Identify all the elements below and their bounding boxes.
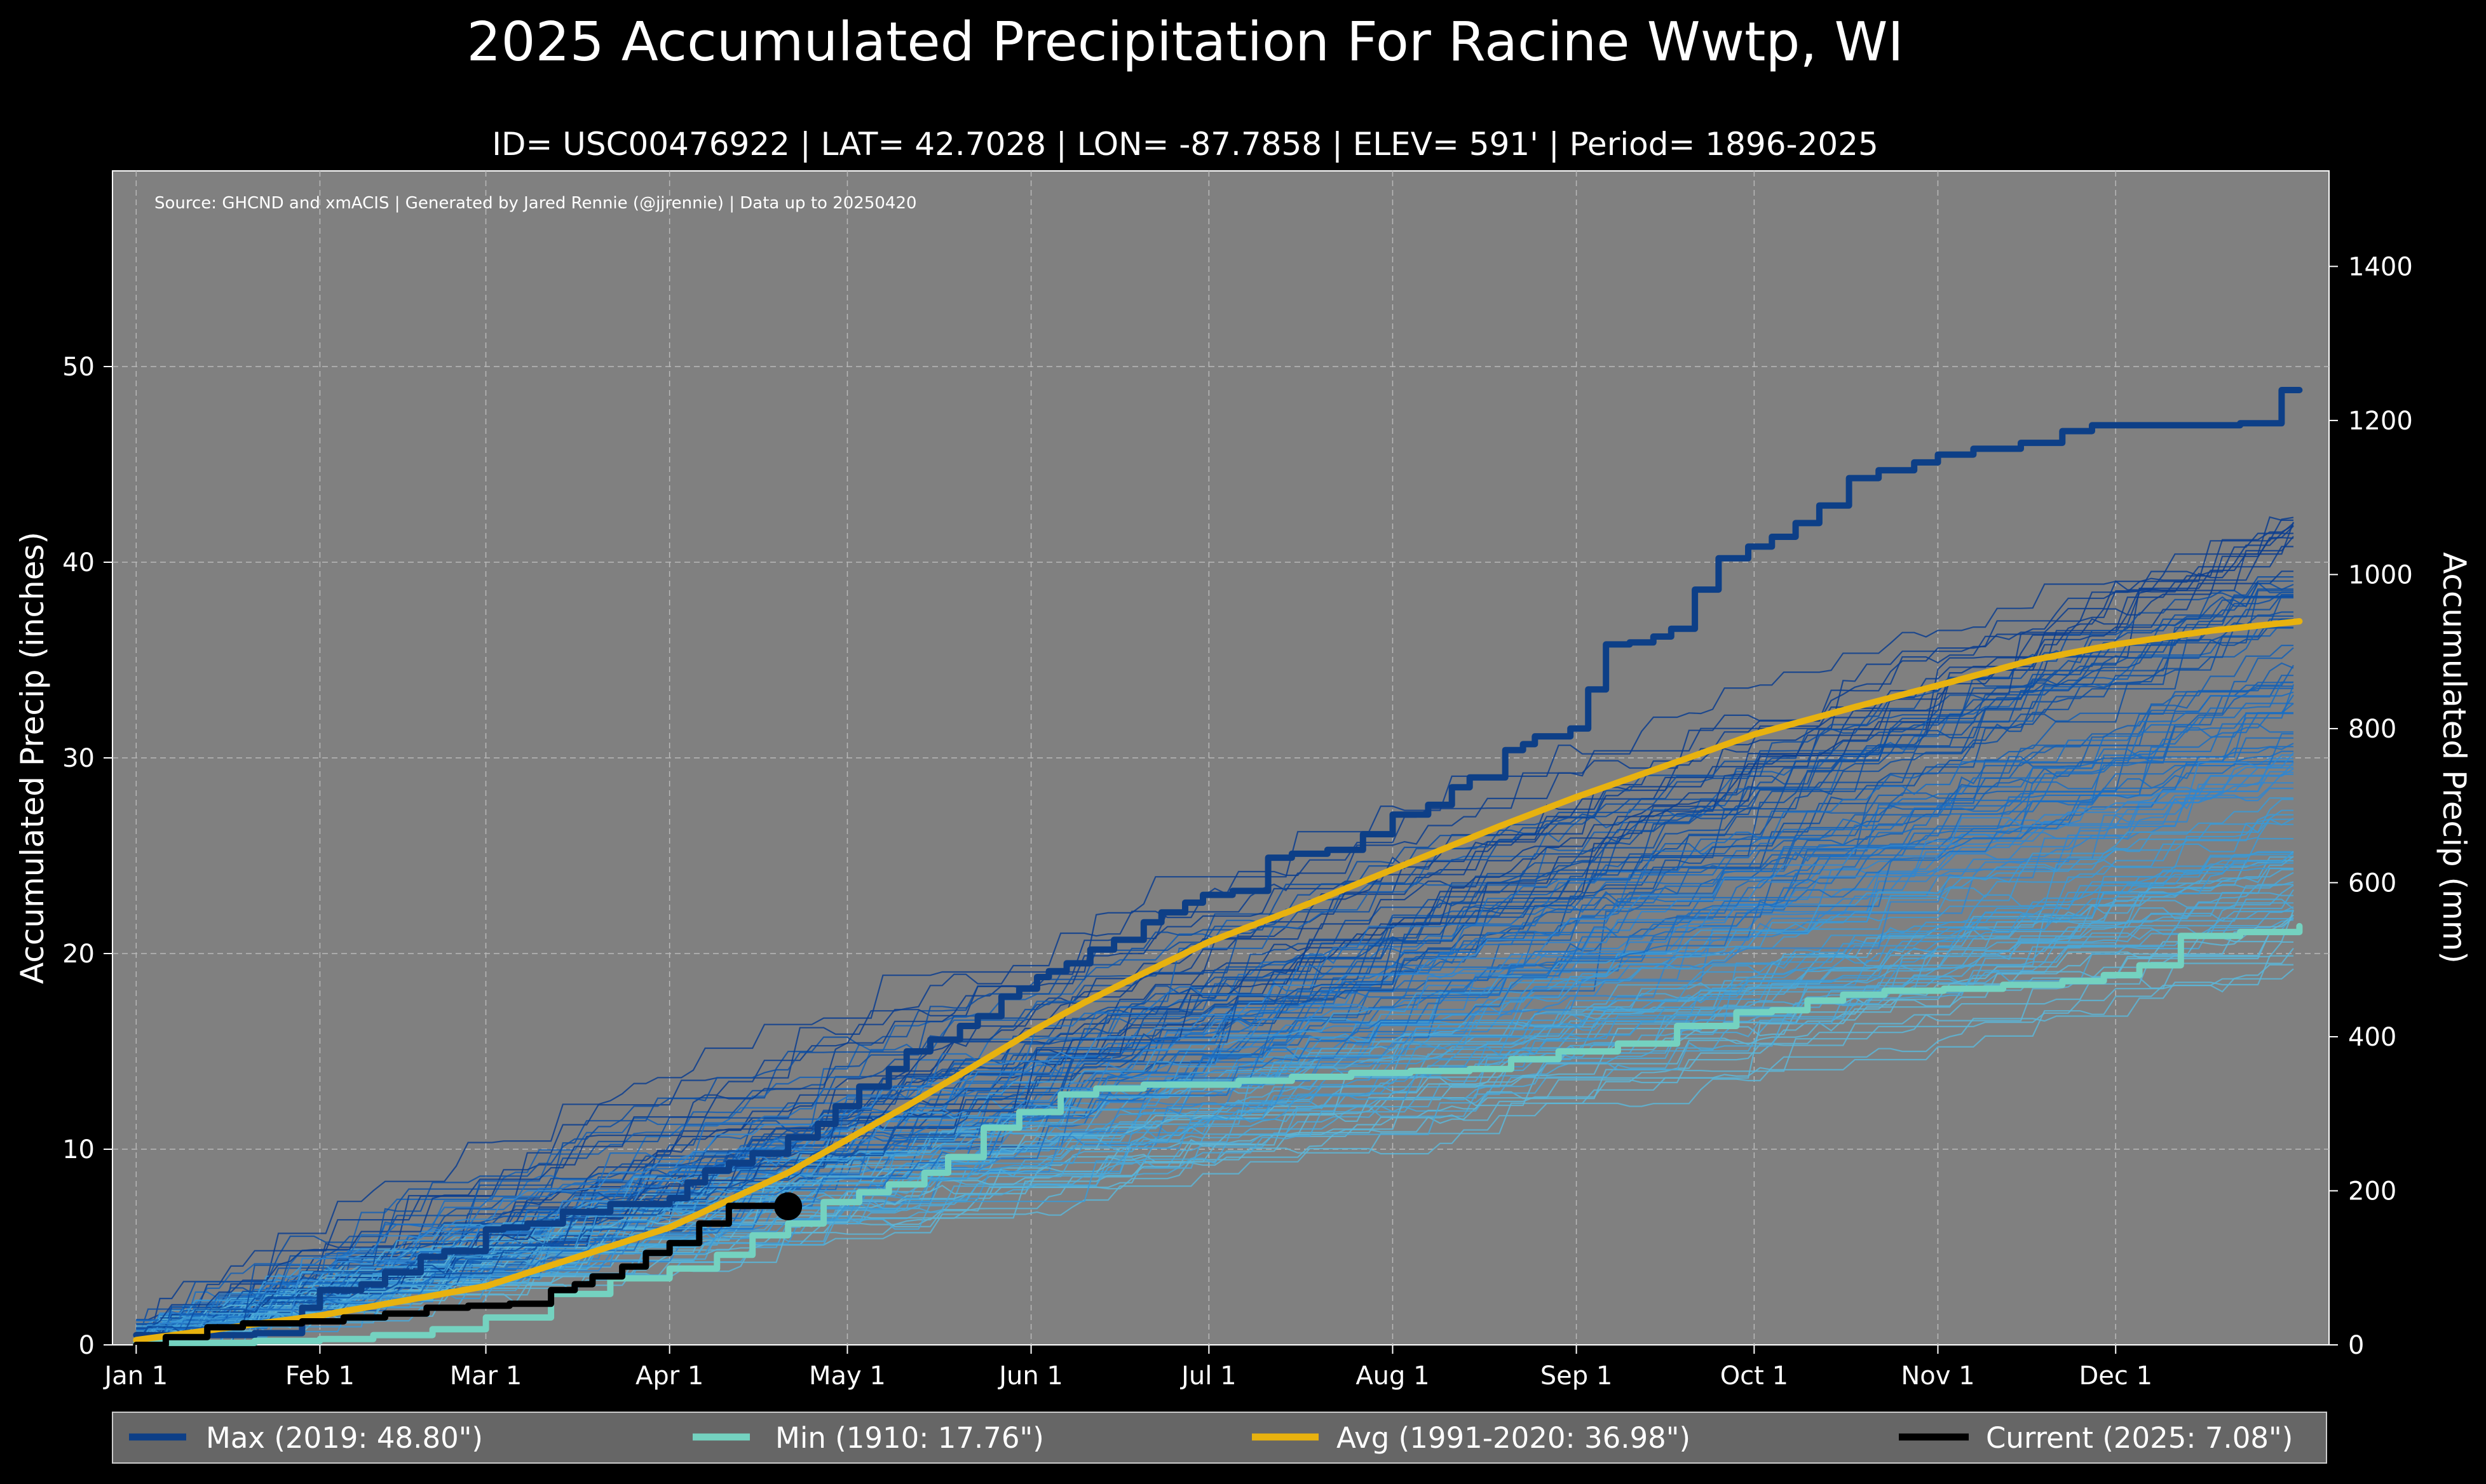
current-series-line (133, 1203, 792, 1348)
historical-year-line (136, 570, 2293, 1329)
legend-entry-avg: Avg (1991-2020: 36.98") (1252, 1421, 1690, 1455)
historical-year-line (136, 576, 2293, 1332)
legend-label-avg: Avg (1991-2020: 36.98") (1336, 1421, 1690, 1455)
historical-year-line (136, 703, 2293, 1346)
historical-year-line (136, 752, 2294, 1346)
chart-title: 2025 Accumulated Precipitation For Racin… (466, 11, 1903, 74)
historical-year-line (136, 799, 2293, 1335)
historical-year-line (136, 817, 2294, 1332)
historical-year-line (136, 955, 2293, 1346)
historical-year-line (136, 525, 2294, 1346)
gridlines (112, 171, 2329, 1345)
y-tick-label-left: 50 (62, 353, 95, 382)
min-series-line (133, 922, 2303, 1346)
y-tick-label-left: 40 (62, 548, 95, 577)
x-tick-label: May 1 (809, 1361, 886, 1391)
y-tick-label-left: 20 (62, 940, 95, 969)
y-tick-label-right: 1400 (2348, 252, 2413, 281)
series-lines (133, 387, 2303, 1348)
x-tick-label: Mar 1 (450, 1361, 522, 1391)
historical-year-line (136, 583, 2294, 1325)
legend: Max (2019: 48.80") Min (1910: 17.76") Av… (112, 1412, 2327, 1464)
historical-year-line (135, 588, 2293, 1346)
x-tick-label: Jan 1 (102, 1361, 168, 1391)
historical-year-line (136, 685, 2293, 1346)
x-tick-label: Feb 1 (285, 1361, 355, 1391)
y-axis-label-left: Accumulated Precip (inches) (14, 532, 51, 984)
current-value-marker (774, 1192, 803, 1220)
legend-entry-max: Max (2019: 48.80") (129, 1421, 483, 1455)
historical-year-line (136, 532, 2293, 1337)
y-tick-label-right: 1000 (2348, 560, 2413, 590)
y-tick-label-right: 0 (2348, 1331, 2364, 1360)
y-tick-label-left: 0 (79, 1331, 95, 1360)
historical-year-line (136, 595, 2293, 1346)
y-tick-label-right: 600 (2348, 868, 2396, 898)
x-tick-label: Nov 1 (1901, 1361, 1974, 1391)
historical-year-line (136, 760, 2293, 1335)
x-tick-label: Aug 1 (1355, 1361, 1429, 1391)
source-note: Source: GHCND and xmACIS | Generated by … (154, 194, 917, 213)
historical-year-line (136, 516, 2294, 1346)
x-tick-label: Apr 1 (635, 1361, 703, 1391)
historical-year-line (136, 932, 2293, 1346)
historical-year-line (136, 757, 2293, 1330)
x-tick-label: Sep 1 (1540, 1361, 1613, 1391)
historical-year-line (136, 787, 2293, 1346)
y-tick-label-right: 1200 (2348, 407, 2413, 436)
y-tick-label-right: 800 (2348, 715, 2396, 744)
historical-year-line (136, 626, 2293, 1331)
historical-year-line (136, 743, 2294, 1346)
historical-year-line (136, 860, 2293, 1325)
historical-year-line (136, 703, 2294, 1331)
historical-year-line (136, 818, 2293, 1346)
x-tick-label: Jul 1 (1179, 1361, 1236, 1391)
y-tick-label-left: 10 (62, 1135, 95, 1164)
legend-entry-current: Current (2025: 7.08") (1899, 1421, 2293, 1455)
x-tick-label: Dec 1 (2079, 1361, 2152, 1391)
historical-year-line (136, 868, 2293, 1346)
y-axis-label-right: Accumulated Precip (mm) (2436, 552, 2473, 964)
legend-label-min: Min (1910: 17.76") (775, 1421, 1044, 1455)
y-tick-label-right: 200 (2348, 1177, 2396, 1206)
avg-series-line (133, 618, 2303, 1344)
legend-label-current: Current (2025: 7.08") (1986, 1421, 2293, 1455)
historical-year-line (135, 591, 2293, 1346)
y-tick-label-right: 400 (2348, 1023, 2396, 1052)
x-tick-label: Oct 1 (1720, 1361, 1788, 1391)
historical-year-line (135, 647, 2294, 1346)
historical-year-line (135, 797, 2293, 1346)
historical-year-line (136, 771, 2294, 1338)
historical-year-line (135, 768, 2294, 1346)
x-tick-label: Jun 1 (997, 1361, 1063, 1391)
axes: Jan 1 Feb 1 Mar 1 Apr 1 May 1 Jun 1 Jul 1 Aug 1… (62, 252, 2413, 1391)
historical-year-line (136, 684, 2295, 1330)
chart-subtitle: ID= USC00476922 | LAT= 42.7028 | LON= -8… (492, 126, 1878, 163)
historical-year-line (136, 852, 2294, 1326)
historical-year-line (136, 691, 2294, 1346)
y-tick-label-left: 30 (62, 744, 95, 773)
legend-entry-min: Min (1910: 17.76") (693, 1421, 1044, 1455)
legend-label-max: Max (2019: 48.80") (206, 1421, 483, 1455)
historical-year-line (136, 854, 2293, 1346)
max-series-line (133, 387, 2303, 1339)
